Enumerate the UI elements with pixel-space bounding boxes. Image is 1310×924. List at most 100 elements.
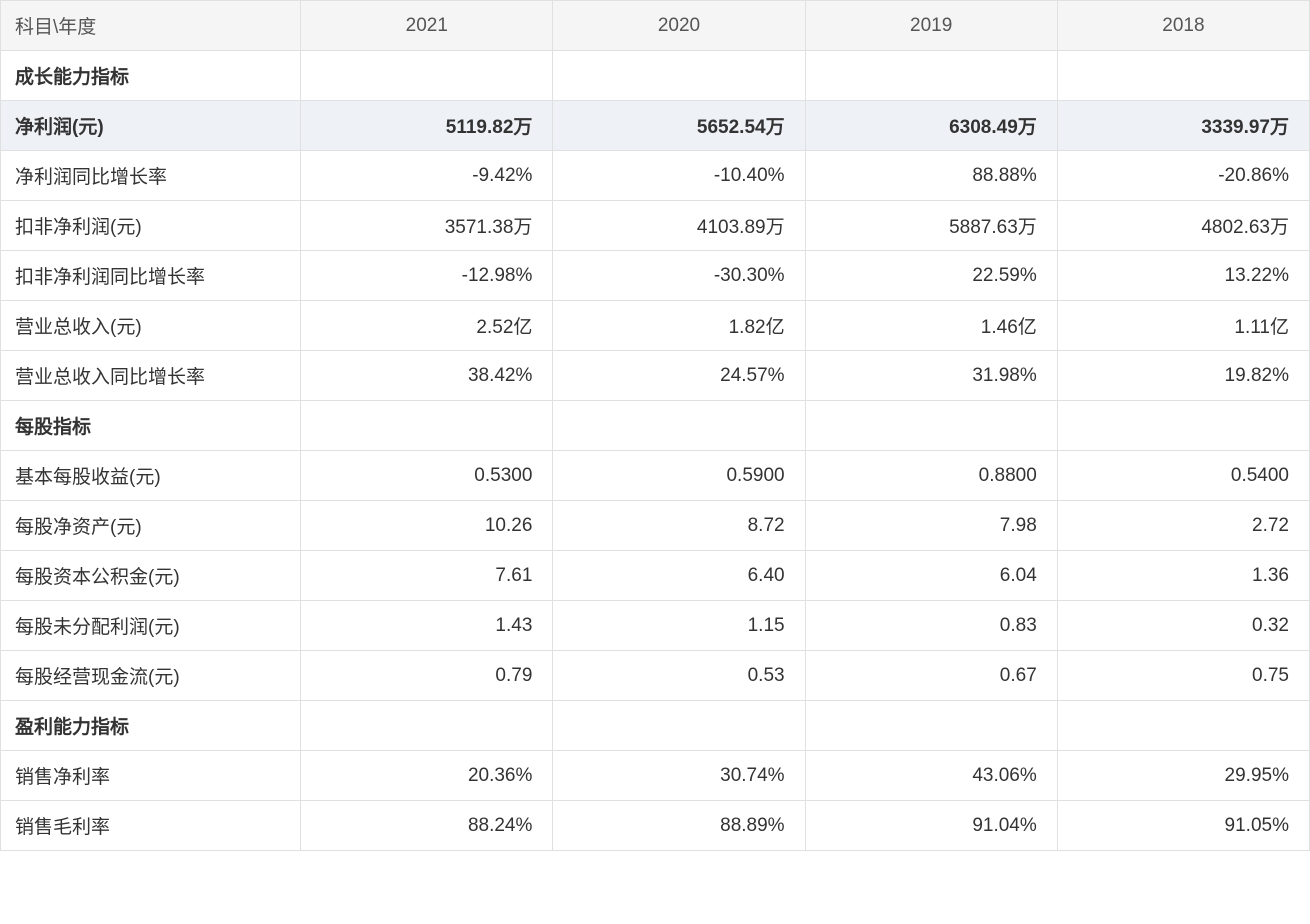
row-value: 0.75	[1057, 651, 1309, 701]
row-value: 1.36	[1057, 551, 1309, 601]
row-value: 6.04	[805, 551, 1057, 601]
row-value: 20.36%	[301, 751, 553, 801]
row-value: 5887.63万	[805, 201, 1057, 251]
section-empty-cell	[553, 701, 805, 751]
row-label: 营业总收入同比增长率	[1, 351, 301, 401]
row-label: 净利润同比增长率	[1, 151, 301, 201]
row-value: 1.15	[553, 601, 805, 651]
row-label: 每股净资产(元)	[1, 501, 301, 551]
section-title: 每股指标	[1, 401, 301, 451]
table-row: 每股净资产(元)10.268.727.982.72	[1, 501, 1310, 551]
section-empty-cell	[553, 51, 805, 101]
row-value: 3571.38万	[301, 201, 553, 251]
row-label: 净利润(元)	[1, 101, 301, 151]
header-year-2: 2019	[805, 1, 1057, 51]
row-value: 0.5900	[553, 451, 805, 501]
row-value: 1.82亿	[553, 301, 805, 351]
header-year-0: 2021	[301, 1, 553, 51]
row-label: 扣非净利润(元)	[1, 201, 301, 251]
row-value: 0.5400	[1057, 451, 1309, 501]
row-value: 24.57%	[553, 351, 805, 401]
section-header-row: 盈利能力指标	[1, 701, 1310, 751]
row-value: 88.88%	[805, 151, 1057, 201]
header-label: 科目\年度	[1, 1, 301, 51]
row-value: 7.61	[301, 551, 553, 601]
row-value: 1.46亿	[805, 301, 1057, 351]
row-value: 5652.54万	[553, 101, 805, 151]
row-value: 22.59%	[805, 251, 1057, 301]
section-empty-cell	[1057, 701, 1309, 751]
section-title: 成长能力指标	[1, 51, 301, 101]
table-row: 净利润(元)5119.82万5652.54万6308.49万3339.97万	[1, 101, 1310, 151]
row-value: -30.30%	[553, 251, 805, 301]
row-value: 30.74%	[553, 751, 805, 801]
row-value: 4802.63万	[1057, 201, 1309, 251]
row-label: 每股资本公积金(元)	[1, 551, 301, 601]
row-value: 0.79	[301, 651, 553, 701]
section-empty-cell	[1057, 401, 1309, 451]
section-empty-cell	[805, 51, 1057, 101]
row-label: 销售净利率	[1, 751, 301, 801]
row-value: 4103.89万	[553, 201, 805, 251]
row-label: 每股经营现金流(元)	[1, 651, 301, 701]
financial-table: 科目\年度 2021 2020 2019 2018 成长能力指标净利润(元)51…	[0, 0, 1310, 851]
section-empty-cell	[805, 401, 1057, 451]
row-label: 每股未分配利润(元)	[1, 601, 301, 651]
section-empty-cell	[1057, 51, 1309, 101]
section-empty-cell	[553, 401, 805, 451]
row-value: 88.89%	[553, 801, 805, 851]
row-label: 扣非净利润同比增长率	[1, 251, 301, 301]
row-value: 2.72	[1057, 501, 1309, 551]
section-empty-cell	[301, 51, 553, 101]
row-value: -9.42%	[301, 151, 553, 201]
row-value: 91.04%	[805, 801, 1057, 851]
row-value: 0.5300	[301, 451, 553, 501]
row-value: 3339.97万	[1057, 101, 1309, 151]
row-value: 13.22%	[1057, 251, 1309, 301]
table-row: 营业总收入同比增长率38.42%24.57%31.98%19.82%	[1, 351, 1310, 401]
row-value: 10.26	[301, 501, 553, 551]
section-empty-cell	[805, 701, 1057, 751]
row-label: 营业总收入(元)	[1, 301, 301, 351]
row-value: 8.72	[553, 501, 805, 551]
table-row: 基本每股收益(元)0.53000.59000.88000.5400	[1, 451, 1310, 501]
table-row: 销售净利率20.36%30.74%43.06%29.95%	[1, 751, 1310, 801]
row-label: 销售毛利率	[1, 801, 301, 851]
row-value: 0.83	[805, 601, 1057, 651]
table-row: 扣非净利润(元)3571.38万4103.89万5887.63万4802.63万	[1, 201, 1310, 251]
row-value: 2.52亿	[301, 301, 553, 351]
row-value: 43.06%	[805, 751, 1057, 801]
section-empty-cell	[301, 401, 553, 451]
row-value: -10.40%	[553, 151, 805, 201]
row-value: -20.86%	[1057, 151, 1309, 201]
table-row: 净利润同比增长率-9.42%-10.40%88.88%-20.86%	[1, 151, 1310, 201]
row-value: 5119.82万	[301, 101, 553, 151]
row-value: 19.82%	[1057, 351, 1309, 401]
row-value: 1.11亿	[1057, 301, 1309, 351]
row-value: 88.24%	[301, 801, 553, 851]
row-value: 0.8800	[805, 451, 1057, 501]
section-header-row: 每股指标	[1, 401, 1310, 451]
row-value: 7.98	[805, 501, 1057, 551]
table-row: 营业总收入(元)2.52亿1.82亿1.46亿1.11亿	[1, 301, 1310, 351]
row-value: 38.42%	[301, 351, 553, 401]
row-value: 0.67	[805, 651, 1057, 701]
table-row: 每股经营现金流(元)0.790.530.670.75	[1, 651, 1310, 701]
table-row: 销售毛利率88.24%88.89%91.04%91.05%	[1, 801, 1310, 851]
row-value: 6308.49万	[805, 101, 1057, 151]
section-title: 盈利能力指标	[1, 701, 301, 751]
section-empty-cell	[301, 701, 553, 751]
table-row: 每股资本公积金(元)7.616.406.041.36	[1, 551, 1310, 601]
row-value: 29.95%	[1057, 751, 1309, 801]
header-year-1: 2020	[553, 1, 805, 51]
row-value: 1.43	[301, 601, 553, 651]
table-header-row: 科目\年度 2021 2020 2019 2018	[1, 1, 1310, 51]
table-row: 扣非净利润同比增长率-12.98%-30.30%22.59%13.22%	[1, 251, 1310, 301]
row-value: -12.98%	[301, 251, 553, 301]
row-value: 6.40	[553, 551, 805, 601]
table-body: 成长能力指标净利润(元)5119.82万5652.54万6308.49万3339…	[1, 51, 1310, 851]
row-value: 91.05%	[1057, 801, 1309, 851]
row-label: 基本每股收益(元)	[1, 451, 301, 501]
table-row: 每股未分配利润(元)1.431.150.830.32	[1, 601, 1310, 651]
row-value: 0.32	[1057, 601, 1309, 651]
